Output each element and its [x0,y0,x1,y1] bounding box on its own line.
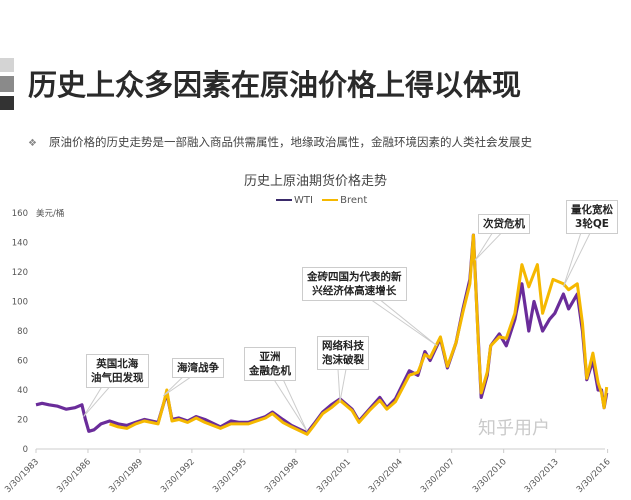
y-tick-label: 40 [17,386,28,396]
annotation-line: 海湾战争 [177,362,219,374]
annotation-box: 金砖四国为代表的新 兴经济体高速增长 [302,267,407,301]
legend-label-brent: Brent [340,195,368,206]
annotation-line: 兴经济体高速增长 [312,285,397,297]
logo-block-mid [0,76,14,92]
watermark: 知乎用户 [478,418,550,439]
chart-title: 历史上原油期货价格走势 [243,174,387,189]
y-tick-label: 0 [23,445,28,455]
y-tick-label: 120 [12,268,28,278]
y-tick-label: 160 [12,209,28,219]
annotation-box: 量化宽松 3轮QE [566,200,618,234]
y-tick-label: 100 [12,298,28,308]
logo-block-dark [0,96,14,110]
annotation-line: 泡沫破裂 [322,354,364,366]
legend-label-wti: WTI [294,195,313,206]
annotation-box: 亚洲 金融危机 [244,347,296,381]
bullet-label: 原油价格的历史走势是一部融入商品供需属性，地缘政治属性，金融环境因素的人类社会发… [48,135,532,149]
logo-block-light [0,58,14,72]
y-tick-label: 140 [12,239,28,249]
legend-swatch-brent [322,199,339,201]
annotation-box: 次贷危机 [478,214,530,234]
y-axis-unit: 美元/桶 [36,209,65,219]
annotation-line: 英国北海 [96,358,139,370]
annotation-line: 亚洲 [259,351,281,363]
annotation-box: 海湾战争 [172,358,224,378]
annotation-line: 3轮QE [575,218,609,230]
y-tick-label: 80 [17,327,28,337]
annotation-line: 油气田发现 [91,372,144,384]
annotation-line: 次贷危机 [483,218,525,230]
page-title: 历史上众多因素在原油价格上得以体现 [28,68,522,102]
legend-swatch-wti [276,199,292,201]
annotation-box: 英国北海 油气田发现 [86,354,149,388]
diamond-bullet-icon: ❖ [28,138,37,149]
annotation-line: 网络科技 [322,340,364,352]
annotation-line: 量化宽松 [571,204,613,216]
annotation-line: 金砖四国为代表的新 [307,271,402,283]
annotation-line: 金融危机 [249,365,291,377]
y-tick-label: 20 [17,416,28,426]
annotation-box: 网络科技 泡沫破裂 [317,336,369,370]
series-line-brent [109,233,609,436]
y-tick-label: 60 [17,357,28,367]
chart-legend: WTI Brent [270,195,367,206]
bullet-text: ❖ 原油价格的历史走势是一部融入商品供需属性，地缘政治属性，金融环境因素的人类社会… [28,134,532,150]
